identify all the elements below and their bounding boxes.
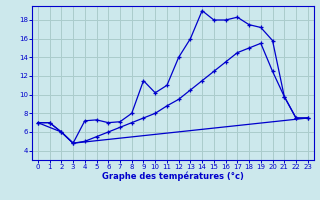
- X-axis label: Graphe des températures (°c): Graphe des températures (°c): [102, 172, 244, 181]
